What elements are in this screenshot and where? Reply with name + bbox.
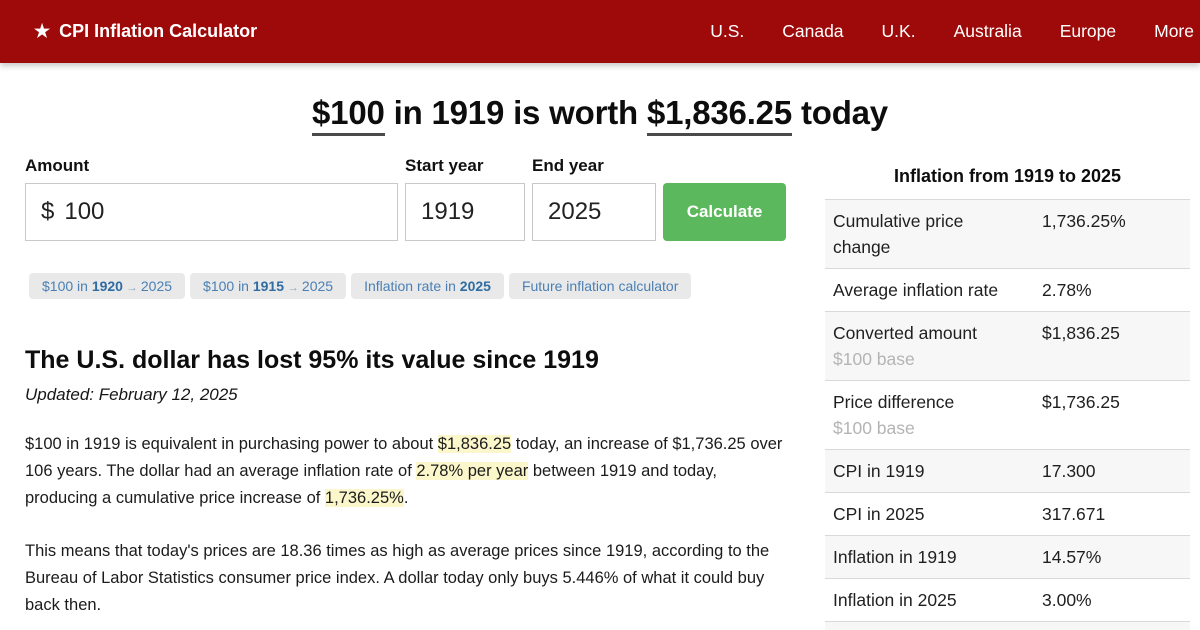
row-value: 1,736.25% (1042, 211, 1126, 231)
nav-link-canada[interactable]: Canada (782, 21, 844, 41)
left-column: Amount $ Start year End year (25, 156, 790, 630)
calculator-form: Amount $ Start year End year (25, 156, 790, 241)
nav-link-australia[interactable]: Australia (953, 21, 1022, 41)
quick-link-chip[interactable]: Future inflation calculator (508, 273, 692, 299)
summary-paragraph: $100 in 1919 is equivalent in purchasing… (25, 435, 783, 507)
quick-link-chip[interactable]: $100 in 1915 → 2025 (190, 273, 347, 299)
hero-worth: $1,836.25 (646, 94, 792, 136)
row-label: Average inflation rate (833, 280, 999, 300)
row-value: $1,836.25 (1042, 323, 1120, 343)
row-label: Inflation in 1919 (833, 547, 957, 567)
row-label: CPI in 2025 (833, 504, 925, 524)
calculate-button-wrap: Calculate (663, 156, 786, 241)
detail-paragraph: This means that today's prices are 18.36… (25, 542, 770, 614)
hero-suffix-text: today (791, 94, 888, 131)
table-row: Price difference $100 base $1,736.25 (825, 380, 1190, 449)
table-row: Cumulative price change 1,736.25% (825, 199, 1190, 268)
calculate-button[interactable]: Calculate (663, 183, 786, 241)
hero-amount: $100 (312, 94, 385, 136)
highlighted-value: $1,836.25 (437, 435, 512, 453)
start-year-field-group: Start year (405, 156, 525, 241)
table-title: Inflation from 1919 to 2025 (893, 166, 1122, 186)
nav-link-uk[interactable]: U.K. (881, 21, 916, 41)
table-row: $100 in 1919$1,836.25 in (825, 621, 1190, 630)
content-row: Amount $ Start year End year (0, 132, 1200, 630)
end-year-input[interactable] (548, 198, 655, 226)
row-value: 317.671 (1042, 504, 1106, 524)
table-row: Converted amount $100 base $1,836.25 (825, 311, 1190, 380)
article: The U.S. dollar has lost 95% its value s… (25, 346, 790, 619)
end-year-input-box (532, 183, 656, 241)
header-bar: ★ CPI Inflation Calculator U.S. Canada U.K… (0, 0, 1200, 63)
nav-link-us[interactable]: U.S. (710, 21, 745, 41)
row-label: Inflation in 2025 (833, 590, 957, 610)
row-sub-label: $100 base (833, 349, 915, 369)
end-year-field-group: End year (532, 156, 656, 241)
row-label: Cumulative price change (833, 211, 964, 257)
amount-input-box: $ (25, 183, 398, 241)
highlighted-value: 1,736.25% (324, 489, 404, 507)
table-row: CPI in 2025 317.671 (825, 492, 1190, 535)
inflation-summary-table: Inflation from 1919 to 2025 Cumulative p… (825, 158, 1190, 630)
table-row: Average inflation rate 2.78% (825, 268, 1190, 311)
right-column: Inflation from 1919 to 2025 Cumulative p… (825, 156, 1190, 630)
row-label: CPI in 1919 (833, 461, 925, 481)
brand-link[interactable]: ★ CPI Inflation Calculator (34, 21, 257, 42)
page-title: $100 in 1919 is worth $1,836.25 today (0, 94, 1200, 136)
quick-link-chip[interactable]: $100 in 1920 → 2025 (29, 273, 186, 299)
row-value: 2.78% (1042, 280, 1092, 300)
amount-label: Amount (25, 156, 90, 175)
highlighted-value: 2.78% per year (416, 462, 529, 480)
quick-link-chip[interactable]: Inflation rate in 2025 (351, 273, 504, 299)
row-label: Price difference $100 base (833, 389, 1042, 441)
star-icon: ★ (34, 21, 51, 41)
updated-date: Updated: February 12, 2025 (25, 385, 238, 404)
row-value: $1,736.25 (1042, 392, 1120, 412)
row-value: 14.57% (1042, 547, 1102, 567)
amount-field-group: Amount $ (25, 156, 398, 241)
row-value: 3.00% (1042, 590, 1092, 610)
nav-link-more[interactable]: More (1154, 21, 1194, 41)
row-value: 17.300 (1042, 461, 1096, 481)
amount-input[interactable] (64, 198, 397, 226)
start-year-input-box (405, 183, 525, 241)
table-rows: Cumulative price change 1,736.25% Average … (825, 199, 1190, 630)
table-row: Inflation in 2025 3.00% (825, 578, 1190, 621)
nav-link-europe[interactable]: Europe (1059, 21, 1117, 41)
table-row: Inflation in 1919 14.57% (825, 535, 1190, 578)
row-label: Converted amount $100 base (833, 320, 1042, 372)
hero-middle-text: in 1919 is worth (384, 94, 647, 131)
quick-links-row: $100 in 1920 → 2025 $100 in 1915 → 2025 In… (29, 273, 790, 299)
row-sub-label: $100 base (833, 418, 915, 438)
table-row: CPI in 1919 17.300 (825, 449, 1190, 492)
start-year-input[interactable] (421, 198, 524, 226)
start-year-label: Start year (405, 156, 484, 175)
currency-symbol: $ (41, 198, 55, 225)
brand-label: CPI Inflation Calculator (59, 21, 258, 41)
nav-links: U.S. Canada U.K. Australia Europe More (710, 21, 1194, 42)
article-heading: The U.S. dollar has lost 95% its value s… (25, 346, 599, 374)
end-year-label: End year (532, 156, 604, 175)
